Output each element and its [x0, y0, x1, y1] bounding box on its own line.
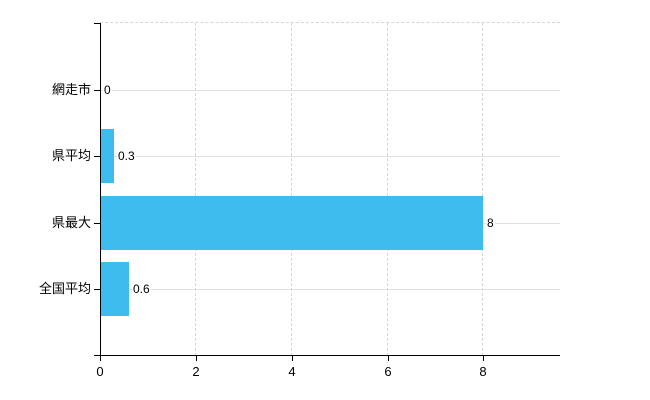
- gridline-horizontal: [100, 289, 560, 290]
- bar-value-label: 8: [486, 216, 495, 230]
- y-axis: [100, 23, 101, 356]
- x-tick-label: 6: [384, 364, 392, 379]
- gridline-vertical: [387, 23, 388, 356]
- y-axis-end-tick: [94, 23, 100, 24]
- gridline-horizontal: [100, 90, 560, 91]
- bar: [100, 262, 129, 316]
- gridline-horizontal: [100, 156, 560, 157]
- bar-value-label: 0.3: [117, 149, 136, 163]
- category-label: 県平均: [51, 148, 91, 163]
- y-axis-tick: [94, 90, 100, 91]
- x-axis-tick: [483, 356, 484, 361]
- category-label: 網走市: [51, 82, 91, 97]
- plot-area: 0 2 4 6 8 網走市 0 県平均 0.3 県最大 8 全国平均 0.6: [39, 22, 560, 378]
- y-axis-end-tick: [94, 355, 100, 356]
- category-label: 県最大: [51, 215, 91, 230]
- x-axis: [100, 355, 560, 356]
- x-tick-label: 0: [96, 364, 104, 379]
- x-tick-label: 8: [479, 364, 487, 379]
- x-tick-label: 4: [288, 364, 296, 379]
- category-label: 全国平均: [38, 281, 91, 296]
- x-axis-tick: [196, 356, 197, 361]
- gridline-vertical: [195, 23, 196, 356]
- x-axis-tick: [292, 356, 293, 361]
- bar: [100, 196, 483, 250]
- y-axis-tick: [94, 289, 100, 290]
- gridline-vertical: [291, 23, 292, 356]
- bar: [100, 129, 114, 183]
- x-tick-label: 2: [192, 364, 200, 379]
- bar-value-label: 0: [103, 83, 112, 97]
- bar-value-label: 0.6: [132, 282, 151, 296]
- x-axis-tick: [388, 356, 389, 361]
- x-axis-tick: [100, 356, 101, 361]
- y-axis-tick: [94, 223, 100, 224]
- y-axis-tick: [94, 156, 100, 157]
- gridline-vertical: [482, 23, 483, 356]
